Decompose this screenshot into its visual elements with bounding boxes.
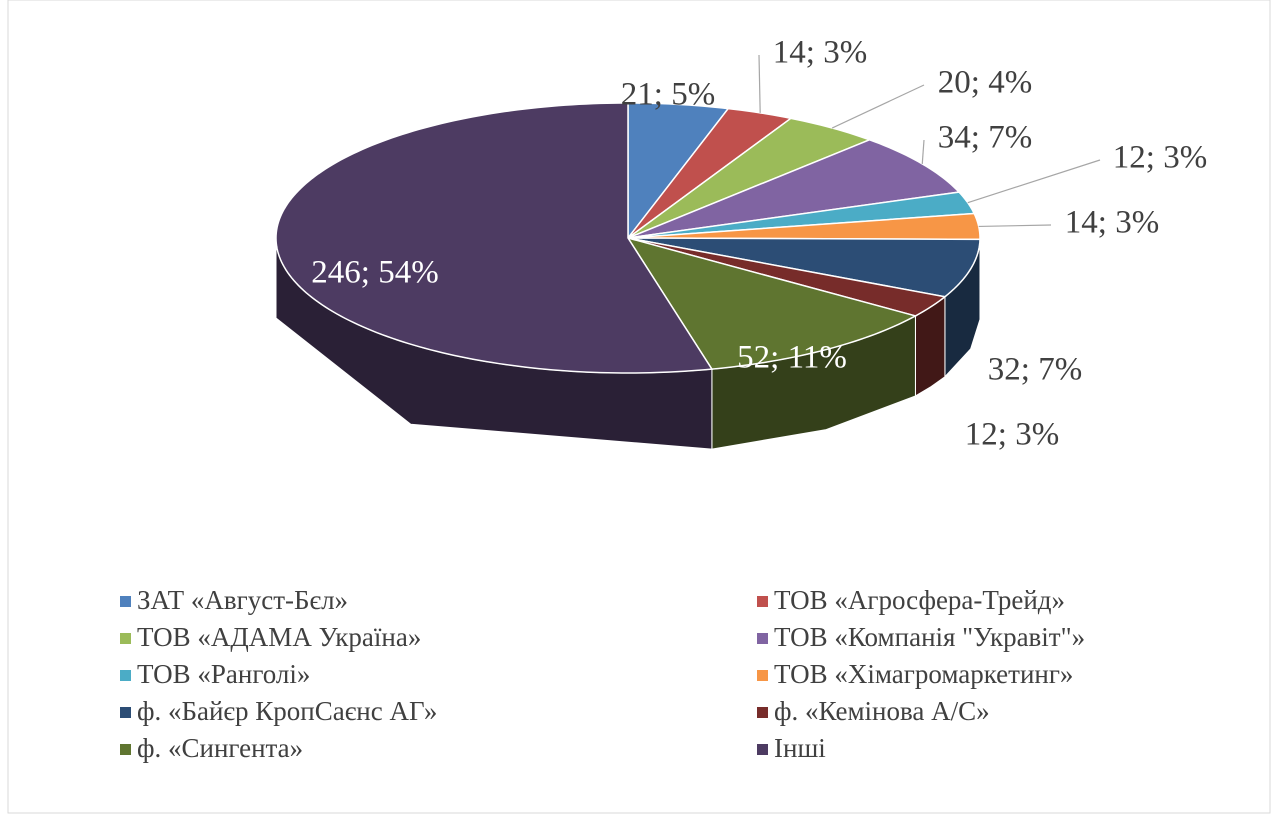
leader-line	[978, 224, 1052, 228]
data-label: 246; 54%	[311, 255, 438, 291]
data-label: 20; 4%	[938, 65, 1032, 101]
legend-label: ф. «Байєр КропСаєнс АГ»	[137, 696, 437, 726]
pie-slice	[627, 237, 981, 298]
data-label: 21; 5%	[621, 77, 715, 113]
legend-swatch	[757, 707, 768, 718]
legend-swatch	[120, 707, 131, 718]
legend-swatch	[120, 744, 131, 755]
pie-slice	[627, 102, 730, 241]
legend-label: ф. «Кемінова А/С»	[774, 696, 990, 726]
data-label: 32; 7%	[988, 352, 1082, 388]
legend-label: ТОВ «Компанія "Укравіт"»	[774, 622, 1085, 652]
pie-tops	[275, 102, 981, 374]
data-label: 12; 3%	[965, 417, 1059, 453]
legend-swatch	[120, 670, 131, 681]
legend-label: ТОВ «Хімагромаркетинг»	[774, 659, 1073, 689]
legend-label: Інші	[774, 733, 826, 763]
legend-label: ТОВ «АДАМА Україна»	[137, 622, 421, 652]
legend-label: ТОВ «Агросфера-Трейд»	[774, 585, 1065, 615]
legend-swatch	[120, 633, 131, 644]
data-labels: 21; 5% 14; 3% 20; 4% 34; 7% 12; 3% 14; 3% 32; …	[311, 35, 1207, 453]
pie-slice	[627, 237, 947, 317]
legend-swatch	[757, 596, 768, 607]
leader-line	[758, 54, 761, 113]
legend-swatch	[757, 670, 768, 681]
data-label: 34; 7%	[938, 120, 1032, 156]
pie-slice	[627, 138, 961, 239]
legend: ЗАТ «Август-Бєл» ТОВ «Агросфера-Трейд» ТОВ…	[120, 585, 1085, 763]
legend-swatch	[120, 596, 131, 607]
pie-slice	[626, 236, 918, 370]
legend-label: ЗАТ «Август-Бєл»	[137, 585, 348, 615]
data-label: 52; 11%	[737, 340, 847, 376]
legend-label: ТОВ «Ранголі»	[137, 659, 310, 689]
leader-line	[921, 139, 925, 164]
leader-line	[831, 84, 925, 129]
legend-swatch	[757, 744, 768, 755]
data-label: 12; 3%	[1113, 140, 1207, 176]
data-label: 14; 3%	[1065, 205, 1159, 241]
legend-label: ф. «Сингента»	[137, 733, 303, 763]
pie-slice	[627, 191, 976, 239]
leader-line	[967, 159, 1101, 204]
pie-slice	[275, 102, 714, 374]
data-label: 14; 3%	[773, 35, 867, 71]
legend-swatch	[757, 633, 768, 644]
pie-slice	[627, 212, 981, 241]
